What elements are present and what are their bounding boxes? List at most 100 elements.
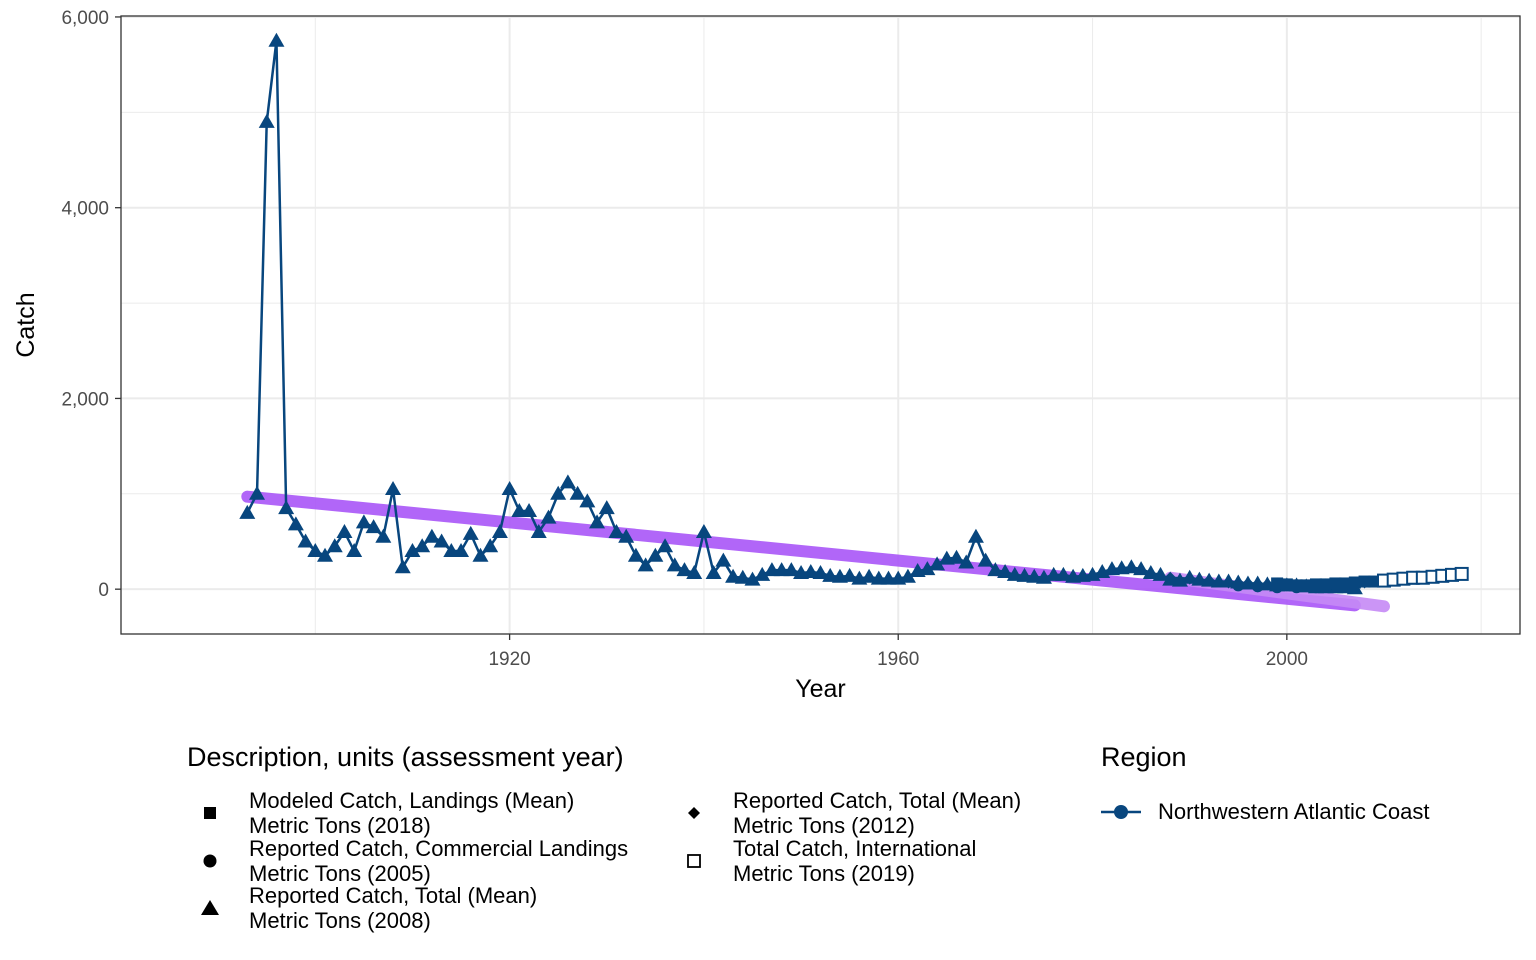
legend-key <box>187 885 233 931</box>
data-point <box>1319 578 1332 591</box>
data-point <box>783 562 800 577</box>
data-series <box>239 32 1469 595</box>
data-point <box>967 528 984 543</box>
data-point <box>453 543 470 558</box>
legend-key <box>671 790 717 836</box>
data-point <box>1133 561 1150 576</box>
x-tick-label: 1960 <box>877 649 919 670</box>
data-point <box>326 538 343 553</box>
data-point <box>958 554 975 569</box>
data-point <box>1339 577 1352 590</box>
data-point <box>287 516 304 531</box>
data-point <box>404 543 421 558</box>
data-point <box>1006 566 1023 581</box>
data-point <box>987 562 1004 577</box>
description-legend-label: Reported Catch, Total (Mean) Metric Tons… <box>249 883 538 933</box>
legend-key-triangle-icon <box>201 900 219 915</box>
data-point <box>239 504 256 519</box>
description-legend-item: Reported Catch, Commercial Landings Metr… <box>187 836 628 886</box>
description-legend-label: Reported Catch, Total (Mean) Metric Tons… <box>733 788 1022 838</box>
data-point <box>1290 579 1303 592</box>
y-axis-title: Catch <box>12 292 40 357</box>
data-point <box>1055 566 1072 581</box>
legend-key <box>187 790 233 836</box>
data-point <box>559 474 576 489</box>
data-point <box>734 569 751 584</box>
legend-key-diamond-icon <box>688 807 700 819</box>
x-axis-title: Year <box>795 675 846 703</box>
data-point <box>433 533 450 548</box>
data-point <box>861 568 878 583</box>
axes: 1920 1960 2000 0 2,000 4,000 6,000 <box>61 8 1308 670</box>
plot-border <box>120 15 1521 635</box>
data-point <box>394 559 411 574</box>
data-point <box>822 567 839 582</box>
data-point <box>521 502 538 517</box>
data-point <box>637 557 654 572</box>
triangle-icon <box>201 900 219 915</box>
data-point <box>1232 579 1245 592</box>
data-point <box>1309 578 1322 591</box>
y-tick-label: 6,000 <box>61 8 109 29</box>
data-point <box>482 538 499 553</box>
data-point <box>1329 577 1342 590</box>
y-tick-label: 4,000 <box>61 199 109 220</box>
plot-panel <box>121 16 1520 634</box>
data-point <box>676 562 693 577</box>
data-point <box>725 568 742 583</box>
data-point <box>686 564 703 579</box>
description-legend-item: Total Catch, International Metric Tons (… <box>671 836 976 886</box>
description-legend-label: Modeled Catch, Landings (Mean) Metric To… <box>249 788 575 838</box>
legend-key <box>671 838 717 884</box>
diamond-icon <box>688 807 700 819</box>
data-point <box>608 523 625 538</box>
data-point <box>1271 577 1284 590</box>
data-point <box>414 538 431 553</box>
data-point <box>472 547 489 562</box>
data-point <box>540 509 557 524</box>
data-point <box>657 538 674 553</box>
data-point <box>899 568 916 583</box>
circle-icon <box>203 854 217 868</box>
point-icon <box>1114 805 1128 819</box>
data-point <box>598 500 615 515</box>
data-point <box>1152 566 1169 581</box>
data-point <box>385 481 402 496</box>
grid-lines <box>120 15 1520 634</box>
data-point <box>705 564 722 579</box>
data-point <box>501 481 518 496</box>
data-point <box>297 533 314 548</box>
data-point <box>491 523 508 538</box>
data-point <box>355 514 372 529</box>
data-point <box>278 500 295 515</box>
data-point <box>929 556 946 571</box>
data-point <box>268 32 285 47</box>
data-point <box>1026 568 1043 583</box>
data-point <box>1123 559 1140 574</box>
data-point <box>1164 571 1177 584</box>
data-point <box>1280 578 1293 591</box>
data-point <box>841 567 858 582</box>
legend-key-line-point-icon <box>1101 805 1141 819</box>
region-legend-label: Northwestern Atlantic Coast <box>1158 799 1430 824</box>
catch-chart: 1920 1960 2000 0 2,000 4,000 6,000 Year Catch <box>12 7 1521 703</box>
data-point <box>997 564 1014 579</box>
open-square-icon <box>687 854 701 868</box>
legend-key-square-icon <box>204 807 216 819</box>
y-tick-label: 0 <box>98 580 109 601</box>
data-point <box>1016 567 1033 582</box>
data-point <box>365 519 382 534</box>
data-point <box>812 564 829 579</box>
x-tick-label: 2000 <box>1266 649 1308 670</box>
data-point <box>550 485 567 500</box>
square-icon <box>204 807 216 819</box>
data-point <box>1300 579 1313 592</box>
data-point <box>647 547 664 562</box>
x-tick-label: 1920 <box>488 649 530 670</box>
data-point <box>666 557 683 572</box>
data-point <box>375 528 392 543</box>
legend-key-square-open-icon <box>687 854 701 868</box>
trend-line <box>241 490 1361 612</box>
region-legend: Region Northwestern Atlantic Coast <box>1101 742 1521 852</box>
data-point <box>530 523 547 538</box>
